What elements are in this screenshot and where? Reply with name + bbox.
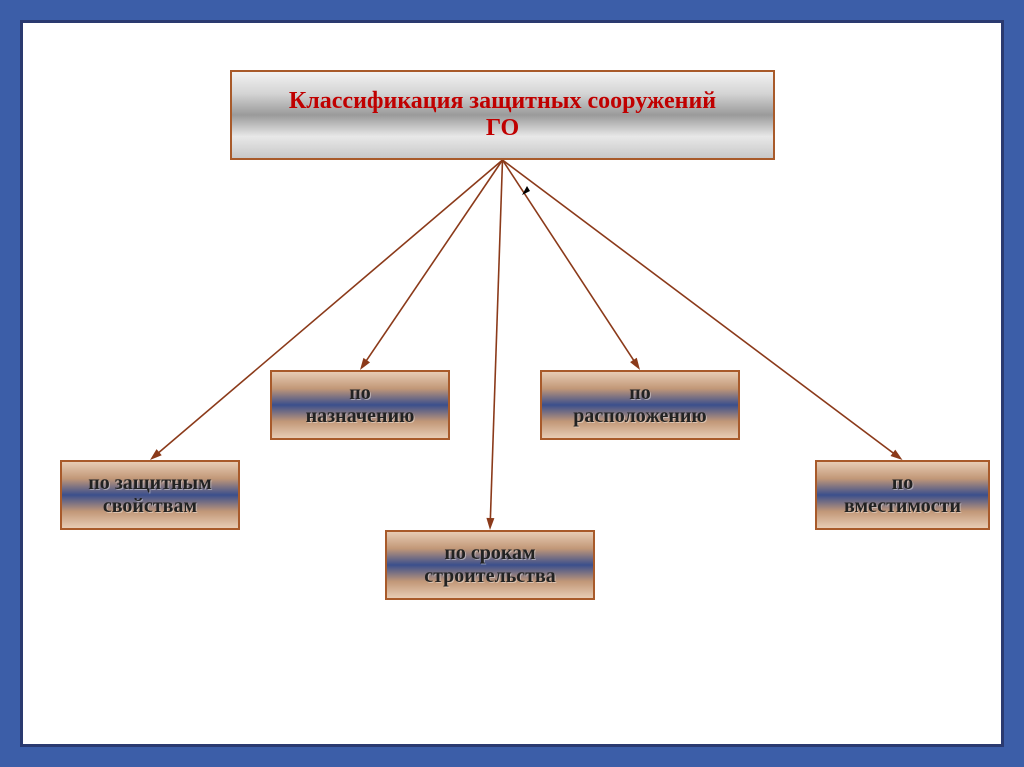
child-label-line1: по срокам bbox=[444, 542, 535, 565]
outer-frame: Классификация защитных сооружений ГО по … bbox=[0, 0, 1024, 767]
root-node: Классификация защитных сооружений ГО bbox=[230, 70, 775, 160]
child-label-line2: свойствам bbox=[103, 495, 197, 518]
child-label-line2: строительства bbox=[424, 565, 556, 588]
child-label-line1: по bbox=[892, 472, 914, 495]
child-node-c4: порасположению bbox=[540, 370, 740, 440]
child-label-line2: расположению bbox=[573, 405, 706, 428]
child-label-line1: по bbox=[349, 382, 371, 405]
child-node-c1: по защитнымсвойствам bbox=[60, 460, 240, 530]
root-title-line2: ГО bbox=[486, 115, 519, 142]
child-label-line2: назначению bbox=[306, 405, 415, 428]
child-label-line1: по защитным bbox=[88, 472, 212, 495]
child-label-line1: по bbox=[629, 382, 651, 405]
child-node-c5: повместимости bbox=[815, 460, 990, 530]
child-label-line2: вместимости bbox=[844, 495, 961, 518]
child-node-c2: поназначению bbox=[270, 370, 450, 440]
child-node-c3: по срокамстроительства bbox=[385, 530, 595, 600]
root-title-line1: Классификация защитных сооружений bbox=[289, 88, 716, 115]
